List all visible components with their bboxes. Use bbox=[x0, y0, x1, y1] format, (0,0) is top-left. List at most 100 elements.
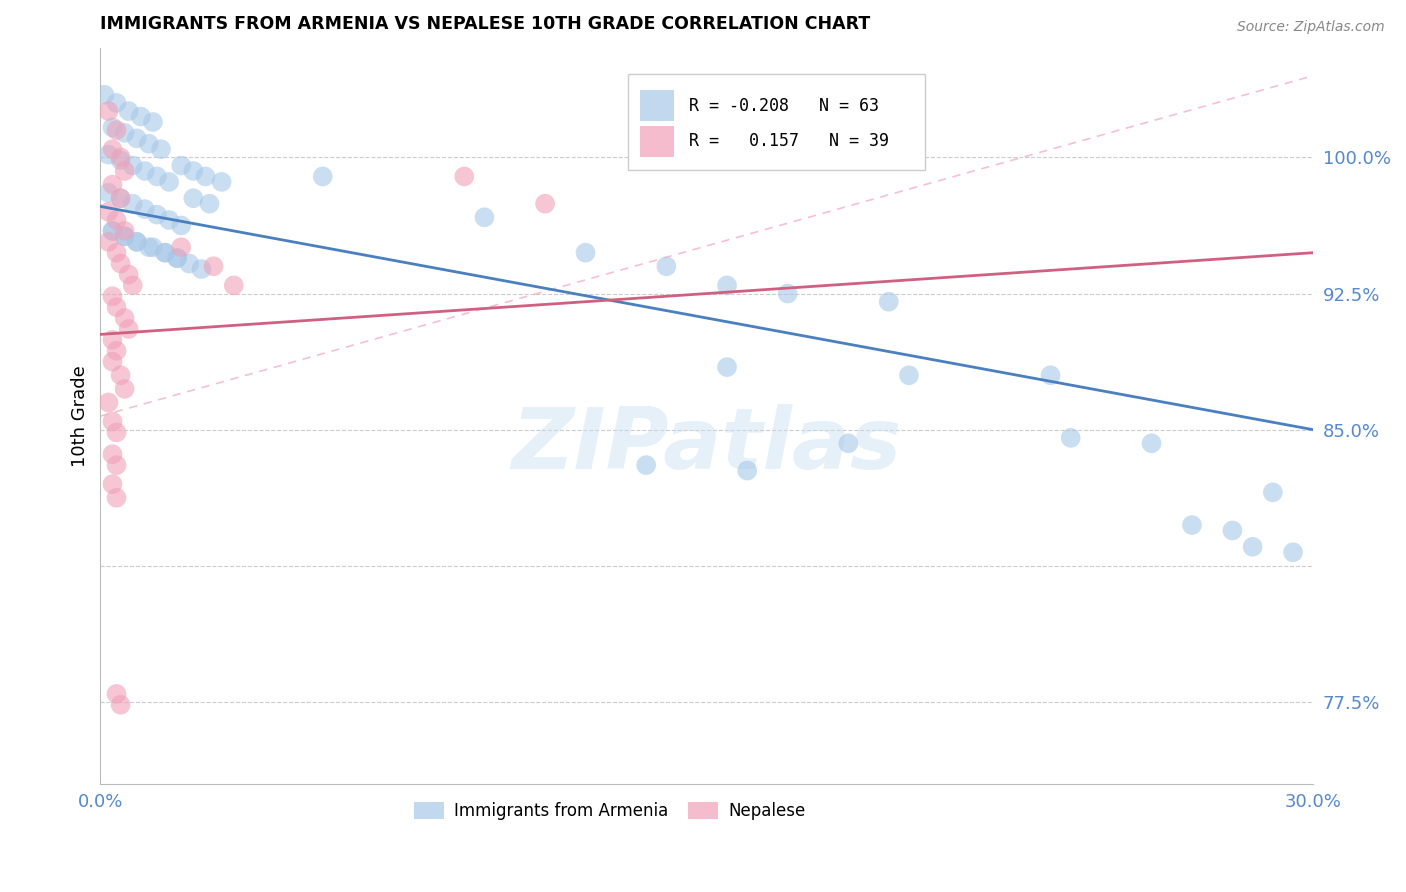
Point bbox=[166, 251, 188, 265]
Point bbox=[157, 213, 180, 227]
Point bbox=[474, 211, 496, 225]
Point bbox=[202, 260, 225, 274]
Point bbox=[1181, 518, 1204, 533]
Point bbox=[110, 191, 132, 205]
Point bbox=[121, 278, 143, 293]
Point bbox=[534, 196, 557, 211]
Point bbox=[1261, 485, 1284, 500]
Point bbox=[153, 245, 176, 260]
Point bbox=[142, 115, 165, 129]
Point bbox=[118, 322, 141, 336]
Text: R =   0.157   N = 39: R = 0.157 N = 39 bbox=[689, 132, 889, 150]
Point bbox=[153, 245, 176, 260]
Text: ZIPatlas: ZIPatlas bbox=[512, 404, 901, 487]
Point bbox=[101, 333, 124, 347]
Point bbox=[190, 262, 212, 277]
Point bbox=[97, 395, 120, 409]
Point bbox=[1039, 368, 1062, 383]
Point bbox=[101, 142, 124, 156]
Point bbox=[146, 169, 169, 184]
Point bbox=[105, 213, 128, 227]
Point bbox=[134, 202, 156, 216]
Point bbox=[114, 224, 136, 238]
Point bbox=[211, 175, 233, 189]
Point bbox=[138, 136, 160, 151]
Point bbox=[1140, 436, 1163, 450]
Point bbox=[1282, 545, 1305, 559]
Point bbox=[453, 169, 475, 184]
Point bbox=[118, 104, 141, 119]
Point bbox=[655, 260, 678, 274]
Text: R = -0.208   N = 63: R = -0.208 N = 63 bbox=[689, 97, 879, 115]
Text: Source: ZipAtlas.com: Source: ZipAtlas.com bbox=[1237, 20, 1385, 34]
Point bbox=[170, 159, 193, 173]
Point bbox=[146, 208, 169, 222]
FancyBboxPatch shape bbox=[628, 74, 925, 169]
Point bbox=[776, 286, 799, 301]
Point bbox=[105, 491, 128, 505]
Point bbox=[97, 147, 120, 161]
Point bbox=[110, 256, 132, 270]
Point bbox=[129, 110, 152, 124]
Point bbox=[170, 240, 193, 254]
Point bbox=[1060, 431, 1083, 445]
Point bbox=[134, 164, 156, 178]
Point bbox=[101, 224, 124, 238]
Point bbox=[574, 245, 596, 260]
Point bbox=[125, 131, 148, 145]
Point bbox=[97, 104, 120, 119]
Point bbox=[1241, 540, 1264, 554]
Point bbox=[198, 196, 221, 211]
Point bbox=[121, 196, 143, 211]
Point bbox=[101, 415, 124, 429]
Point bbox=[97, 204, 120, 219]
Point bbox=[138, 240, 160, 254]
Point bbox=[114, 126, 136, 140]
Y-axis label: 10th Grade: 10th Grade bbox=[72, 365, 89, 467]
Point bbox=[110, 698, 132, 712]
Point bbox=[105, 300, 128, 314]
Point bbox=[1222, 524, 1244, 538]
Point bbox=[179, 256, 201, 270]
Point bbox=[142, 240, 165, 254]
Point bbox=[110, 150, 132, 164]
Point bbox=[101, 289, 124, 303]
Point bbox=[114, 229, 136, 244]
Point bbox=[222, 278, 245, 293]
Point bbox=[312, 169, 335, 184]
Point bbox=[183, 164, 205, 178]
Point bbox=[150, 142, 173, 156]
Point bbox=[105, 123, 128, 137]
Point bbox=[877, 294, 900, 309]
Point bbox=[105, 95, 128, 110]
Point bbox=[101, 178, 124, 192]
Point bbox=[157, 175, 180, 189]
Point bbox=[170, 219, 193, 233]
Point bbox=[114, 382, 136, 396]
FancyBboxPatch shape bbox=[640, 126, 673, 156]
Point bbox=[121, 159, 143, 173]
Point bbox=[101, 120, 124, 135]
Point bbox=[105, 245, 128, 260]
Point bbox=[114, 164, 136, 178]
Point bbox=[101, 477, 124, 491]
Point bbox=[110, 368, 132, 383]
Point bbox=[110, 191, 132, 205]
Point bbox=[183, 191, 205, 205]
Point bbox=[105, 687, 128, 701]
Point bbox=[97, 235, 120, 249]
Point bbox=[110, 153, 132, 167]
Point bbox=[716, 278, 738, 293]
Point bbox=[93, 87, 115, 102]
Point bbox=[125, 235, 148, 249]
Point bbox=[118, 268, 141, 282]
Point bbox=[101, 224, 124, 238]
Point bbox=[716, 360, 738, 375]
Text: IMMIGRANTS FROM ARMENIA VS NEPALESE 10TH GRADE CORRELATION CHART: IMMIGRANTS FROM ARMENIA VS NEPALESE 10TH… bbox=[100, 15, 870, 33]
Point bbox=[101, 447, 124, 461]
Point bbox=[105, 343, 128, 358]
Point bbox=[105, 458, 128, 472]
Point bbox=[101, 354, 124, 368]
Point bbox=[837, 436, 859, 450]
Legend: Immigrants from Armenia, Nepalese: Immigrants from Armenia, Nepalese bbox=[408, 796, 813, 827]
